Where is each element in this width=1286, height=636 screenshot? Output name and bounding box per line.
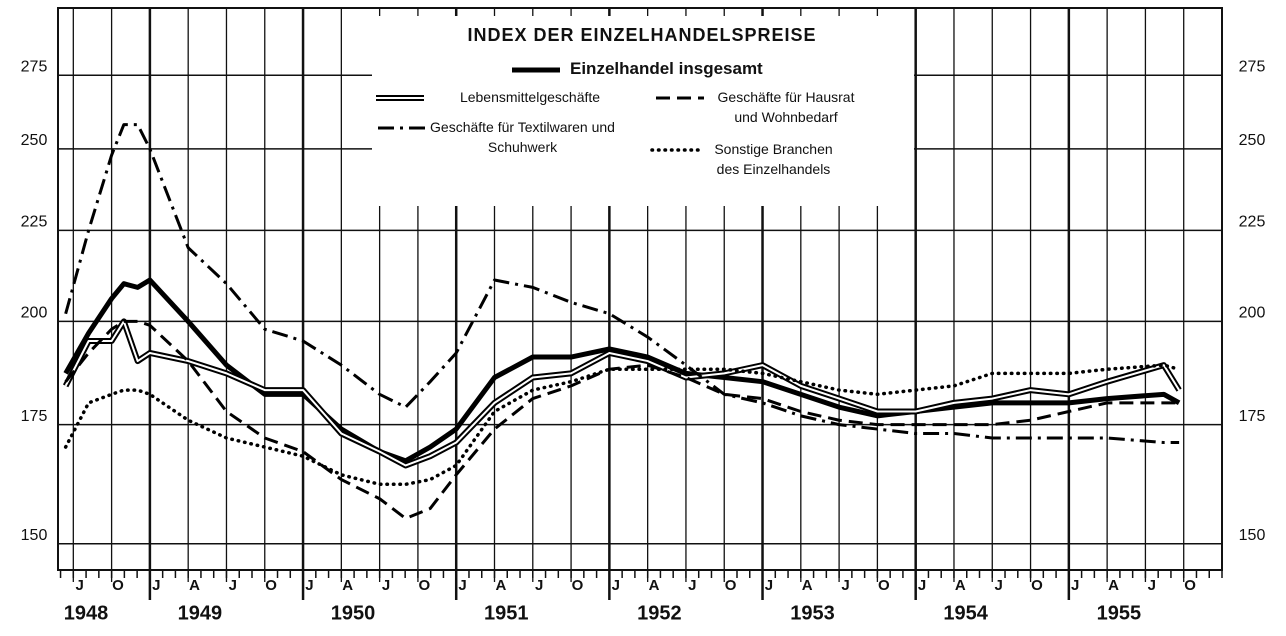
x-tick-label: O — [1031, 577, 1043, 594]
x-tick-label: O — [1184, 577, 1196, 594]
y-tick-label-right: 225 — [1239, 214, 1266, 231]
series-line — [63, 277, 1181, 464]
y-tick-label: 250 — [21, 132, 48, 149]
series-line — [64, 319, 1180, 520]
x-tick-label: J — [918, 577, 926, 594]
x-tick-label: J — [612, 577, 620, 594]
year-label: 1951 — [484, 602, 529, 624]
year-label: 1949 — [178, 602, 223, 624]
legend-label: Geschäfte für Hausrat und Wohnbedarf — [717, 89, 855, 125]
year-label: 1952 — [637, 602, 682, 624]
year-label: 1955 — [1097, 602, 1142, 624]
legend-label: Sonstige Branchen des Einzelhandels — [714, 141, 833, 177]
x-tick-label: A — [342, 577, 353, 594]
y-tick-label-right: 250 — [1239, 132, 1266, 149]
x-tick-label: J — [765, 577, 773, 594]
series-line — [64, 123, 1180, 445]
year-label: 1954 — [943, 602, 988, 624]
y-tick-label-right: 275 — [1239, 58, 1266, 75]
x-tick-label: J — [152, 577, 160, 594]
x-tick-label: J — [458, 577, 466, 594]
x-tick-label: O — [112, 577, 124, 594]
x-tick-label: A — [802, 577, 813, 594]
y-tick-label: 225 — [21, 214, 48, 231]
x-tick-label: J — [229, 577, 237, 594]
x-tick-label: J — [1148, 577, 1156, 594]
x-tick-label: J — [382, 577, 390, 594]
y-tick-label-right: 150 — [1239, 527, 1266, 544]
x-tick-label: J — [688, 577, 696, 594]
chart-title: INDEX DER EINZELHANDELSPREISE — [467, 25, 816, 45]
year-label: 1950 — [331, 602, 376, 624]
x-tick-label: A — [649, 577, 660, 594]
x-tick-label: O — [572, 577, 584, 594]
x-tick-label: O — [418, 577, 430, 594]
x-tick-label: A — [189, 577, 200, 594]
x-tick-label: J — [1071, 577, 1079, 594]
y-tick-label: 200 — [21, 305, 48, 322]
y-tick-label: 150 — [21, 527, 48, 544]
year-label: 1948 — [64, 602, 109, 624]
x-tick-label: A — [495, 577, 506, 594]
x-tick-label: J — [76, 577, 84, 594]
y-tick-label-right: 175 — [1239, 408, 1266, 425]
legend-label: Einzelhandel insgesamt — [570, 59, 763, 78]
x-tick-label: O — [878, 577, 890, 594]
y-tick-label-right: 200 — [1239, 305, 1266, 322]
x-tick-label: O — [725, 577, 737, 594]
y-tick-label: 175 — [21, 408, 48, 425]
plot-frame — [57, 7, 1223, 571]
line-highlight — [64, 320, 1180, 467]
x-tick-label: J — [994, 577, 1002, 594]
x-tick-label: J — [841, 577, 849, 594]
year-label: 1953 — [790, 602, 835, 624]
x-tick-label: A — [955, 577, 966, 594]
x-tick-label: O — [265, 577, 277, 594]
legend-label: Lebensmittelgeschäfte — [459, 89, 601, 105]
y-tick-label: 275 — [21, 58, 48, 75]
x-tick-label: J — [305, 577, 313, 594]
x-tick-label: A — [1108, 577, 1119, 594]
x-tick-label: J — [535, 577, 543, 594]
legend-box — [372, 16, 914, 206]
legend-label: Geschäfte für Textilwaren und Schuhwerk — [430, 119, 615, 155]
series-line — [63, 363, 1181, 487]
